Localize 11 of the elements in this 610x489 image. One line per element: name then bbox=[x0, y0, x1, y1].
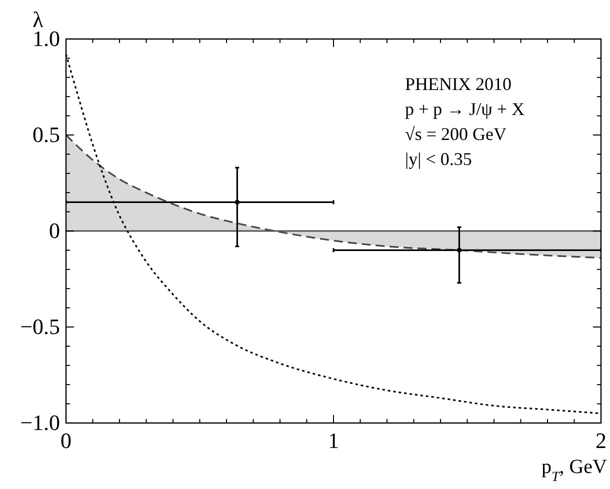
y-tick-label: −0.5 bbox=[20, 314, 60, 339]
x-tick-label: 2 bbox=[596, 428, 606, 453]
annotation: √s = 200 GeV bbox=[405, 124, 507, 144]
y-tick-label: 0 bbox=[49, 218, 60, 243]
annotation: |y| < 0.35 bbox=[405, 149, 472, 169]
x-axis-title: p$_{T}$, GeV bbox=[541, 456, 608, 484]
y-tick-label: 0.5 bbox=[32, 122, 60, 147]
x-tick-label: 1 bbox=[328, 428, 339, 453]
annotation: PHENIX 2010 bbox=[405, 74, 512, 94]
y-tick-label: −1.0 bbox=[20, 410, 60, 435]
annotation: p + p → J/ψ + X bbox=[405, 99, 525, 119]
